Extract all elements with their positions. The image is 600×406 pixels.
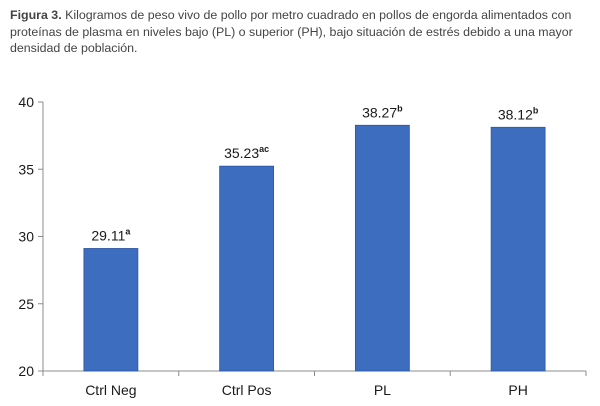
x-tick-label: PL [374, 382, 391, 398]
x-tick-label: Ctrl Pos [222, 382, 272, 398]
data-label: 29.11a [91, 226, 131, 243]
x-tick-label: PH [508, 382, 527, 398]
bar [354, 124, 410, 372]
figure-label: Figura 3. [10, 8, 62, 22]
data-label: 35.23ac [224, 144, 269, 161]
bar [490, 126, 546, 372]
bar [83, 248, 139, 372]
y-tick-label: 40 [18, 94, 34, 110]
y-tick-label: 20 [18, 363, 34, 379]
figure-caption-text: Kilogramos de peso vivo de pollo por met… [10, 8, 573, 56]
bar [219, 165, 275, 372]
data-label: 38.12b [498, 105, 539, 122]
y-tick-label: 35 [18, 161, 34, 177]
data-label: 38.27b [362, 103, 403, 120]
x-tick-label: Ctrl Neg [85, 382, 136, 398]
y-tick-label: 30 [18, 229, 34, 245]
figure-caption: Figura 3. Kilogramos de peso vivo de pol… [10, 7, 595, 57]
y-tick-label: 25 [18, 296, 34, 312]
